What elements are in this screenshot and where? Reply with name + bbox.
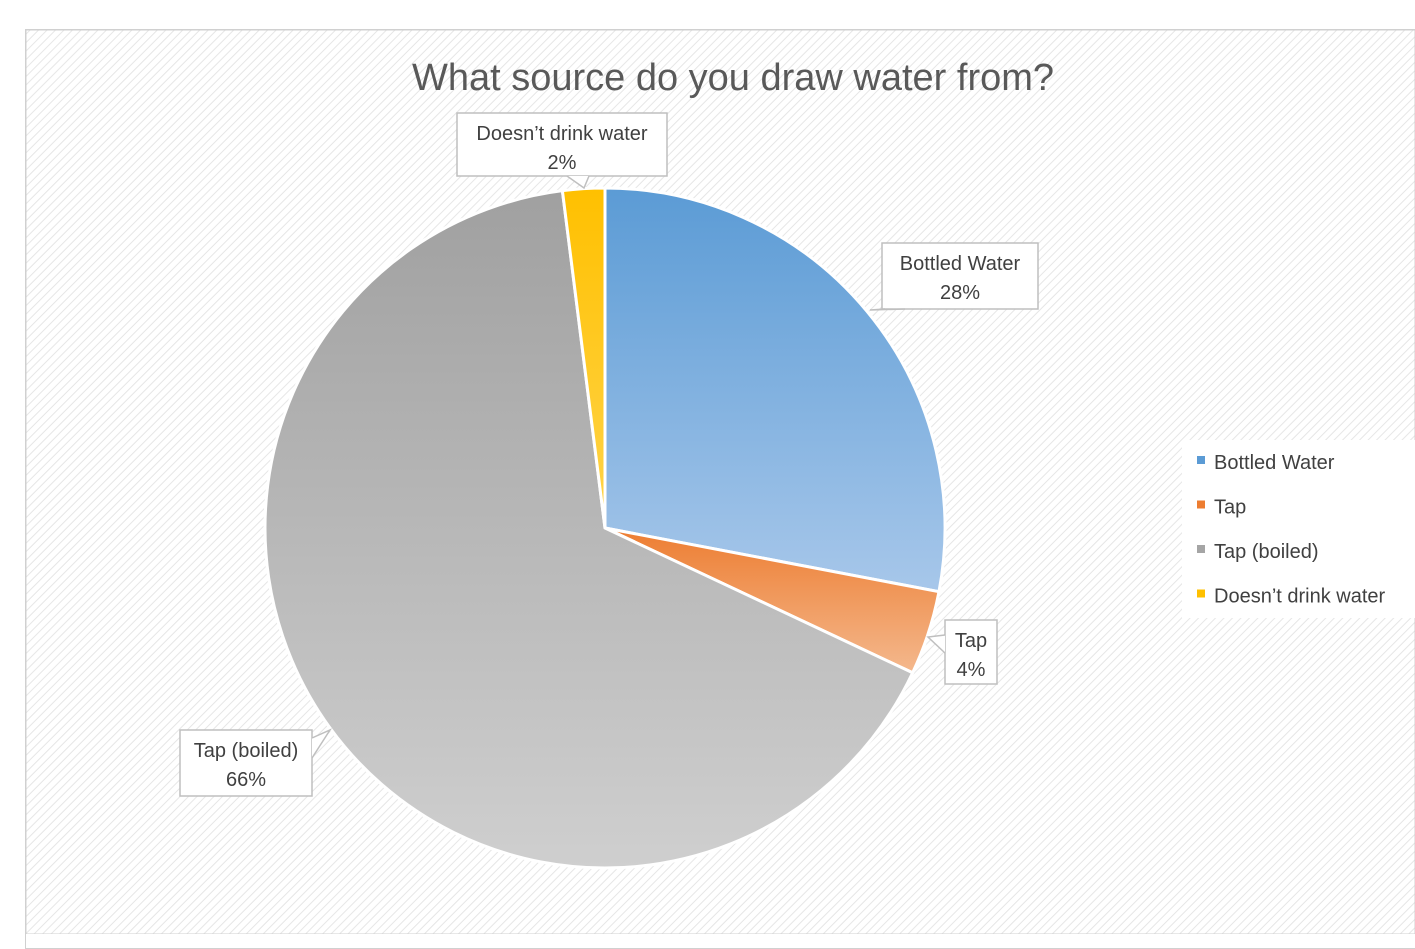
- data-label-category: Tap: [955, 630, 987, 652]
- legend: Bottled Water Tap Tap (boiled) Doesn’t drin…: [1197, 452, 1386, 608]
- data-label-percent: 28%: [940, 282, 980, 304]
- data-label-box: [944, 619, 998, 685]
- legend-label: Tap (boiled): [1214, 541, 1319, 563]
- legend-label: Tap: [1214, 497, 1246, 519]
- legend-swatch: [1197, 456, 1205, 464]
- pie-slice-bottled-water: [603, 186, 947, 594]
- pie-slice-tap-boiled: [263, 189, 915, 870]
- data-label-percent: 2%: [548, 152, 577, 174]
- legend-swatch: [1197, 589, 1205, 598]
- data-label: Bottled Water 28%: [869, 242, 1039, 311]
- data-label-pointer: [869, 308, 906, 311]
- data-label-category: Doesn’t drink water: [476, 123, 648, 145]
- data-label-pointer: [566, 175, 590, 190]
- data-label-box: [456, 112, 668, 177]
- data-label-percent: 66%: [226, 769, 266, 791]
- data-label: Tap 4%: [926, 619, 998, 685]
- data-labels: Bottled Water 28% Tap 4% Tap (boiled) 66% Does…: [179, 112, 1039, 797]
- data-label-box: [179, 729, 313, 797]
- data-label-box: [881, 242, 1039, 310]
- data-label-percent: 4%: [957, 659, 986, 681]
- data-label-category: Tap (boiled): [194, 740, 299, 762]
- data-label: Tap (boiled) 66%: [179, 728, 332, 797]
- data-label: Doesn’t drink water 2%: [456, 112, 668, 190]
- legend-swatch: [1197, 500, 1205, 509]
- pie-slices: [263, 186, 947, 870]
- legend-background: [1182, 440, 1415, 618]
- legend-label: Doesn’t drink water: [1214, 586, 1386, 608]
- data-label-category: Bottled Water: [900, 253, 1021, 275]
- legend-label: Bottled Water: [1214, 452, 1335, 474]
- data-label-pointer: [926, 634, 946, 654]
- legend-swatch: [1197, 545, 1205, 553]
- data-label-pointer: [311, 728, 332, 759]
- chart-title: What source do you draw water from?: [412, 57, 1054, 99]
